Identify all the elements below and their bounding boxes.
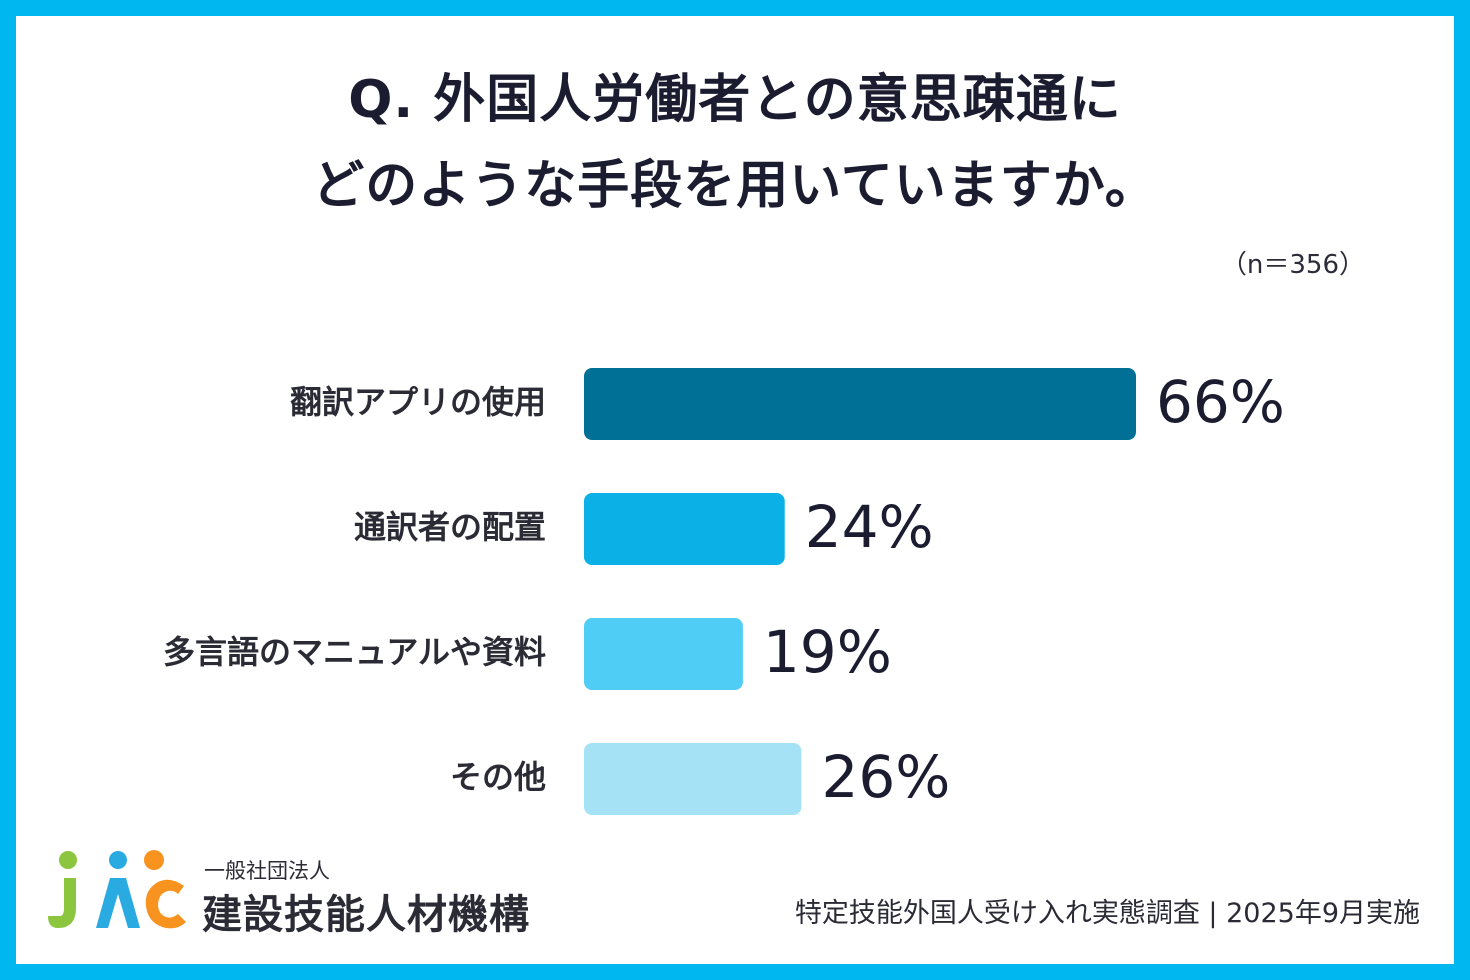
logo-org-type: 一般社団法人 [204,859,330,883]
organization-logo [48,850,186,929]
bar [584,743,802,815]
chart-title-line2: どのような手段を用いていますか。 [312,156,1158,216]
logo-letter-c [145,879,186,929]
logo-letter-j [48,878,76,928]
logo-dot-blue [109,851,127,869]
logo-letter-a [96,878,140,928]
logo-org-name: 建設技能人材機構 [202,892,530,938]
survey-source: 特定技能外国人受け入れ実態調査 | 2025年9月実施 [794,898,1420,929]
category-label: その他 [450,758,546,796]
logo-dot-green [59,851,77,869]
bar [584,493,785,565]
value-label: 66% [1156,368,1285,436]
logo-dot-orange [144,850,164,870]
bar [584,368,1136,440]
value-label: 19% [763,618,892,686]
value-label: 24% [805,493,934,561]
category-label: 翻訳アプリの使用 [290,383,546,421]
category-label: 多言語のマニュアルや資料 [163,633,546,671]
value-label: 26% [821,743,950,811]
category-label: 通訳者の配置 [354,508,546,546]
chart-title-line1: Q. 外国人労働者との意思疎通に [348,70,1122,130]
bar [584,618,743,690]
sample-size: （n＝356） [1220,250,1365,280]
